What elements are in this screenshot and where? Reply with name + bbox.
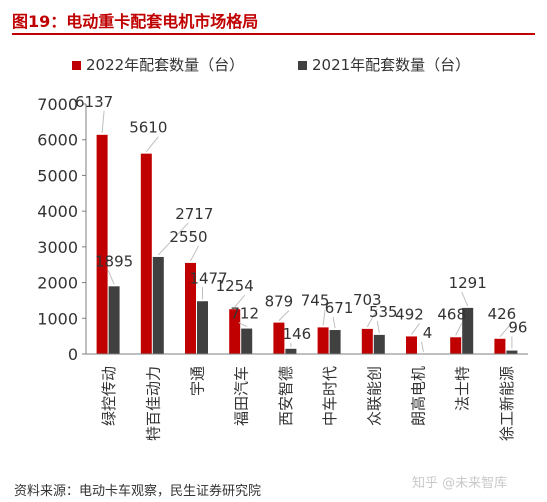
leader-line <box>145 136 159 152</box>
bar-2022-1 <box>96 134 108 354</box>
data-label-2022-7: 703 <box>353 291 382 309</box>
leader-line <box>411 323 420 335</box>
bar-chart: 2022年配套数量（台） 2021年配套数量（台） 010002000300040… <box>37 56 528 441</box>
bar-2022-7 <box>361 328 373 354</box>
bar-2022-10 <box>494 338 506 354</box>
watermark: 知乎 @未来智库 <box>412 476 508 491</box>
bar-2021-5 <box>285 348 297 354</box>
data-label-2022-6: 745 <box>301 291 330 309</box>
bar-2021-1 <box>108 286 120 354</box>
x-category-label: 宇通 <box>189 366 207 396</box>
legend-label-1: 2022年配套数量（台） <box>86 56 244 74</box>
bar-2021-9 <box>462 307 474 354</box>
bar-2022-6 <box>317 327 329 354</box>
data-label-2021-10: 96 <box>508 319 527 337</box>
data-label-2021-7: 535 <box>369 303 398 321</box>
bar-2022-4 <box>229 309 241 354</box>
data-label-2022-1: 6137 <box>75 93 113 111</box>
data-label-2021-1: 1895 <box>95 252 133 270</box>
bar-2021-4 <box>241 328 253 354</box>
data-label-2022-5: 879 <box>265 293 294 311</box>
x-category-label: 福田汽车 <box>233 366 251 426</box>
data-label-2022-4: 1254 <box>216 277 254 295</box>
bar-2022-3 <box>185 262 196 354</box>
leader-line <box>322 309 326 326</box>
bar-2022-8 <box>406 336 417 354</box>
y-tick-label: 2000 <box>37 274 78 293</box>
x-category-label: 朗高电机 <box>410 366 428 426</box>
title-underline <box>12 33 535 35</box>
bar-2022-2 <box>140 153 152 354</box>
leader-line <box>190 245 199 262</box>
y-tick-label: 5000 <box>37 166 78 185</box>
data-label-2021-3: 1477 <box>189 269 227 287</box>
leader-line <box>278 310 290 321</box>
leader-line <box>238 322 247 328</box>
legend: 2022年配套数量（台） 2021年配套数量（台） <box>72 56 470 74</box>
leader-line <box>376 320 380 333</box>
data-label-2022-3: 2550 <box>169 228 207 246</box>
leader-line <box>421 341 424 352</box>
bars <box>96 134 518 355</box>
data-label-2021-2: 2717 <box>175 205 213 223</box>
x-category-label: 特百佳动力 <box>144 366 162 441</box>
legend-label-2: 2021年配套数量（台） <box>312 56 470 74</box>
leader-line <box>455 323 463 336</box>
bar-2021-7 <box>373 334 385 354</box>
y-axis: 0 1000 2000 3000 4000 5000 6000 7000 <box>37 95 87 364</box>
data-label-2021-6: 671 <box>325 299 354 317</box>
data-label-2022-8: 492 <box>395 305 424 323</box>
leader-line <box>234 294 246 308</box>
x-category-label: 绿控传动 <box>100 366 118 426</box>
leader-line <box>461 291 469 307</box>
legend-swatch-2 <box>298 61 307 70</box>
data-label-2022-10: 426 <box>488 305 517 323</box>
data-label-2022-2: 5610 <box>129 119 167 137</box>
bar-2022-9 <box>450 337 462 354</box>
y-tick-label: 7000 <box>37 95 78 114</box>
leader-line <box>499 322 513 338</box>
data-label-2021-5: 146 <box>283 325 312 343</box>
y-tick-label: 6000 <box>37 131 78 150</box>
leader-line <box>101 110 105 133</box>
y-tick-label: 1000 <box>37 309 78 328</box>
data-label-2022-9: 468 <box>437 305 466 323</box>
x-axis: 绿控传动 特百佳动力 宇通 福田汽车 西安智德 中车时代 众联能创 朗高电机 法士特 徐工新能源 <box>86 353 528 441</box>
leader-line <box>366 308 378 328</box>
x-category-label: 法士特 <box>454 366 472 411</box>
data-label-2021-9: 1291 <box>449 274 487 292</box>
x-category-label: 西安智德 <box>277 366 295 426</box>
bar-2021-6 <box>329 330 341 354</box>
data-label-2021-8: 4 <box>423 324 433 342</box>
label-leader-lines <box>101 110 513 352</box>
bar-2021-3 <box>197 301 208 354</box>
legend-swatch-1 <box>72 61 81 70</box>
data-label-2021-4: 712 <box>230 305 259 323</box>
y-tick-label: 0 <box>68 345 78 364</box>
bar-2021-2 <box>152 256 164 354</box>
y-tick-label: 4000 <box>37 202 78 221</box>
source-note: 资料来源：电动卡车观察，民生证券研究院 <box>14 484 262 499</box>
y-tick-label: 3000 <box>37 238 78 257</box>
figure-title: 图19：电动重卡配套电机市场格局 <box>12 12 259 31</box>
bar-2022-5 <box>273 322 285 354</box>
leader-line <box>157 222 189 256</box>
bar-2021-10 <box>506 350 518 354</box>
leader-line <box>107 270 115 285</box>
x-category-label: 中车时代 <box>321 366 339 426</box>
x-category-label: 徐工新能源 <box>498 366 516 441</box>
leader-line <box>332 316 336 329</box>
x-category-label: 众联能创 <box>365 366 383 426</box>
